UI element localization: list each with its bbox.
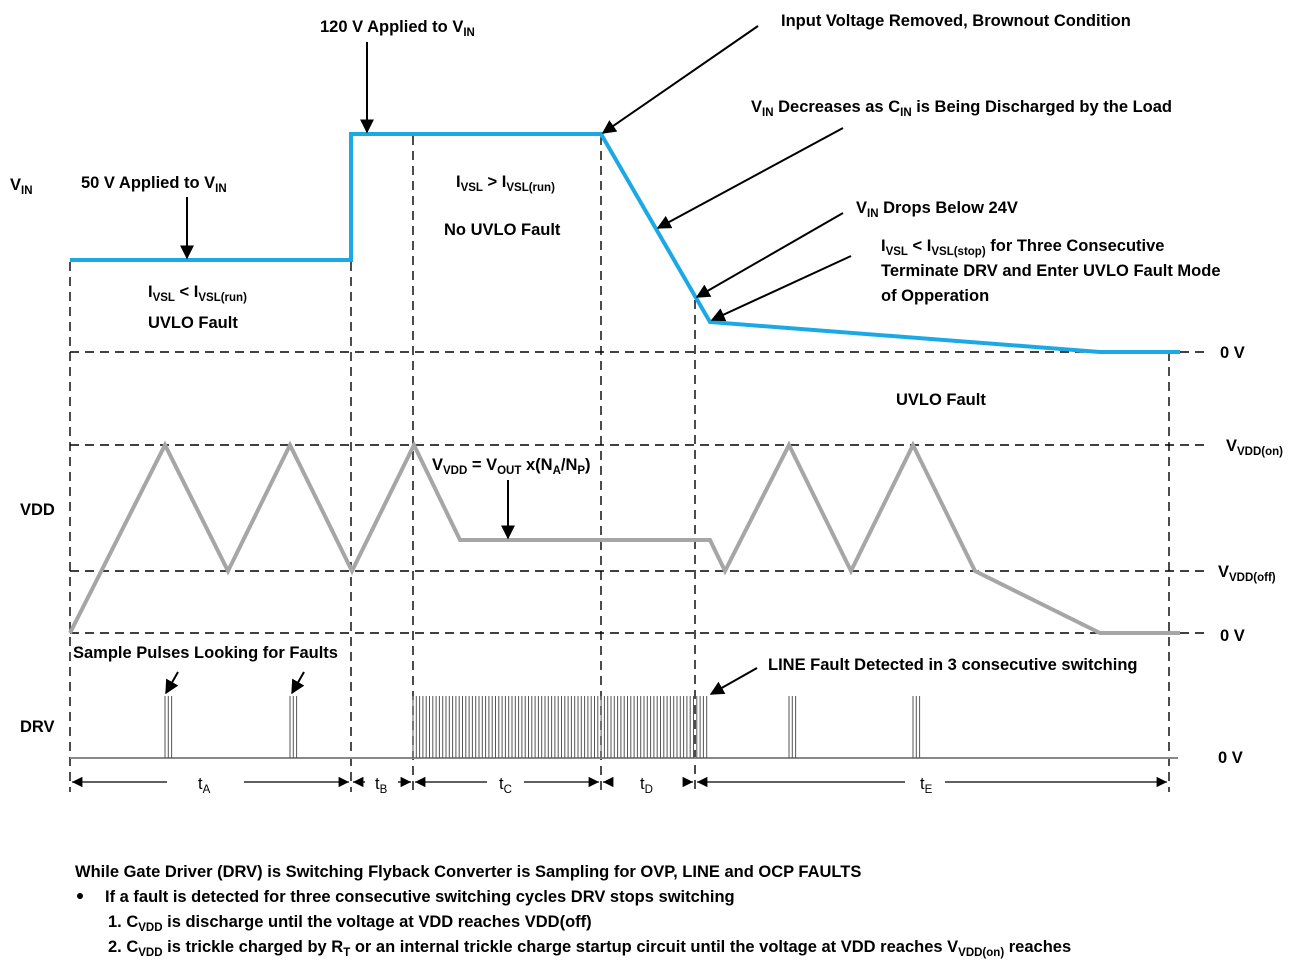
annotation-uvlo-fault-right: UVLO Fault [896,391,986,409]
vin-label: VIN [10,176,33,197]
vdd-off-label: VVDD(off) [1218,563,1276,584]
notes-item2: 2. CVDD is trickle charged by RT or an i… [108,938,1071,959]
vdd-trace [68,440,1180,635]
notes-heading: While Gate Driver (DRV) is Switching Fly… [75,863,861,881]
interval-e-label: tE [920,775,933,796]
annotation-stop-line1: IVSL < IVSL(stop) for Three Consecutive [881,237,1164,258]
arrow-stop [710,255,852,322]
annotation-decreases: VIN Decreases as CIN is Being Discharged… [751,98,1172,119]
annotation-no-uvlo: No UVLO Fault [444,221,561,239]
annotation-vdd-eq: VVDD = VOUT x(NA/NP) [432,456,591,477]
notes-item1: 1. CVDD is discharge until the voltage a… [108,913,592,934]
arrow-line-fault [709,667,758,695]
notes-bullet: If a fault is detected for three consecu… [105,888,735,906]
vin-zero-label: 0 V [1220,344,1245,362]
annotation-stop-line3: of Opperation [881,287,989,305]
annotation-stop-line2: Terminate DRV and Enter UVLO Fault Mode [881,262,1221,280]
arrow-sample-2 [291,671,305,695]
horizontal-level-lines [70,351,1210,634]
drv-pulses [164,696,921,758]
annotation-120v: 120 V Applied to VIN [320,18,475,39]
drv-zero-label: 0 V [1218,749,1243,767]
vdd-label: VDD [20,501,55,519]
annotation-run-gt: IVSL > IVSL(run) [456,173,555,194]
annotation-drops: VIN Drops Below 24V [856,199,1018,220]
drv-label: DRV [20,718,55,736]
arrow-drops [695,212,844,298]
annotation-50v: 50 V Applied to VIN [81,174,227,195]
arrow-decreases [656,127,844,229]
interval-d-label: tD [640,775,653,796]
annotation-sample-pulses: Sample Pulses Looking for Faults [73,644,338,662]
vin-trace [70,132,1180,354]
vdd-zero-label: 0 V [1220,627,1245,645]
vertical-time-markers [69,136,1170,792]
notes: While Gate Driver (DRV) is Switching Fly… [75,863,1071,959]
vdd-on-label: VVDD(on) [1226,437,1283,458]
annotation-run-lt: IVSL < IVSL(run) [148,283,247,304]
annotation-line-fault: LINE Fault Detected in 3 consecutive swi… [768,656,1138,674]
annotation-uvlo-fault-left: UVLO Fault [148,314,238,332]
interval-a-label: tA [198,775,211,796]
arrow-sample-1 [165,671,179,695]
bullet-icon [77,893,83,899]
interval-b-label: tB [375,775,388,796]
arrow-removed [601,25,759,134]
interval-c-label: tC [499,775,512,796]
annotation-removed: Input Voltage Removed, Brownout Conditio… [781,12,1131,30]
